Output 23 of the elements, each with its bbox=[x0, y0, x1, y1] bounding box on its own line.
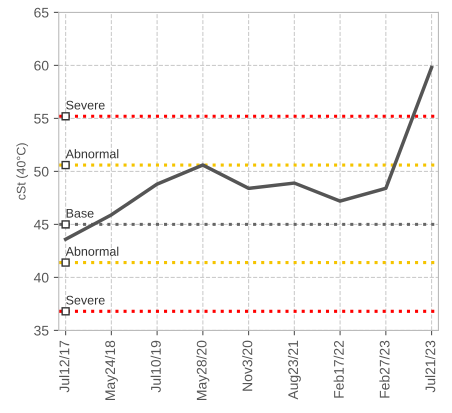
x-tick-label: May24/18 bbox=[104, 340, 118, 400]
x-tick-label: Jul21/23 bbox=[425, 340, 436, 392]
y-tick-label: 40 bbox=[34, 272, 48, 283]
y-axis-title: cSt (40°C) bbox=[16, 143, 28, 200]
y-tick-label: 65 bbox=[34, 8, 48, 18]
y-tick-label: 45 bbox=[34, 220, 48, 230]
x-tick-label: Aug23/21 bbox=[288, 340, 301, 400]
ref-line-label: Abnormal bbox=[66, 149, 118, 158]
x-tick-label: Feb17/22 bbox=[334, 340, 344, 398]
y-tick-label: 50 bbox=[34, 166, 48, 177]
ref-line-label: Severe bbox=[66, 100, 105, 110]
x-tick-label: Jul10/19 bbox=[150, 340, 161, 392]
x-tick-label: Feb27/23 bbox=[379, 340, 390, 398]
line-series bbox=[64, 66, 434, 241]
ref-line-label: Abnormal bbox=[66, 246, 118, 256]
y-tick-label: 55 bbox=[34, 114, 48, 124]
y-tick-label: 35 bbox=[34, 326, 48, 336]
x-tick-label: Jul12/17 bbox=[59, 340, 70, 392]
y-tick-label: 60 bbox=[34, 60, 48, 71]
ref-line-label: Base bbox=[66, 208, 94, 218]
x-tick-label: May28/20 bbox=[196, 340, 210, 400]
ref-line-label: Severe bbox=[66, 296, 105, 305]
x-tick-label: Nov3/20 bbox=[242, 340, 252, 391]
